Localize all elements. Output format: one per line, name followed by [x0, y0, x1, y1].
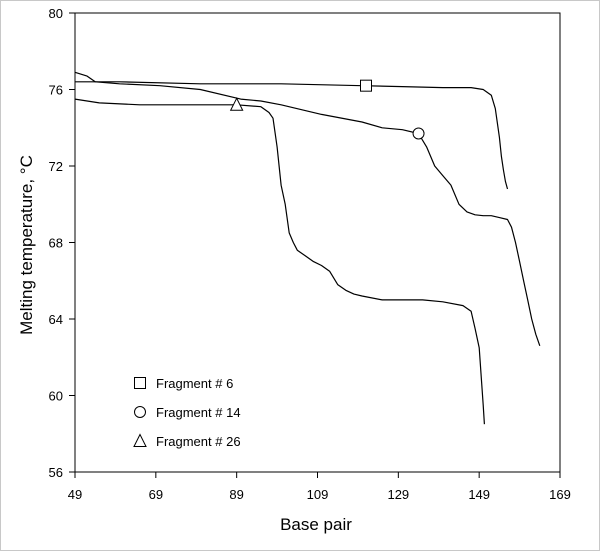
y-tick-label: 60 — [49, 389, 63, 404]
legend: Fragment # 6 Fragment # 14 Fragment # 26 — [133, 376, 241, 449]
series-group — [74, 71, 541, 425]
series-line-3 — [74, 98, 485, 425]
x-tick-label: 49 — [68, 487, 82, 502]
legend-marker-circle — [134, 406, 146, 418]
series-line-2 — [74, 71, 541, 346]
plot-area-border — [74, 12, 561, 473]
y-tick-label: 80 — [49, 6, 63, 21]
legend-label: Fragment # 26 — [156, 434, 241, 449]
y-tick-label: 68 — [49, 236, 63, 251]
x-tick-label: 69 — [149, 487, 163, 502]
x-tick-label: 129 — [387, 487, 409, 502]
y-tick-label: 56 — [49, 465, 63, 480]
legend-marker-square — [134, 377, 146, 389]
y-tick-label: 72 — [49, 159, 63, 174]
x-tick-label: 89 — [229, 487, 243, 502]
x-tick-label: 169 — [549, 487, 571, 502]
legend-label: Fragment # 14 — [156, 405, 241, 420]
legend-marker-triangle — [133, 433, 147, 447]
x-tick-label: 109 — [307, 487, 329, 502]
series-marker-triangle — [229, 97, 244, 111]
legend-label: Fragment # 6 — [156, 376, 233, 391]
y-tick-label: 76 — [49, 83, 63, 98]
y-axis-title: Melting temperature, °C — [17, 155, 36, 335]
x-axis-title: Base pair — [280, 515, 352, 534]
series-marker-circle — [412, 127, 425, 140]
x-tick-label: 149 — [468, 487, 490, 502]
y-tick-label: 64 — [49, 312, 63, 327]
ticks-group: 49 69 89 109 129 149 169 56 60 64 68 72 76 80 — [49, 6, 571, 502]
series-line-1 — [75, 81, 509, 190]
series-marker-square — [360, 79, 372, 92]
plot-area-group — [74, 12, 561, 473]
